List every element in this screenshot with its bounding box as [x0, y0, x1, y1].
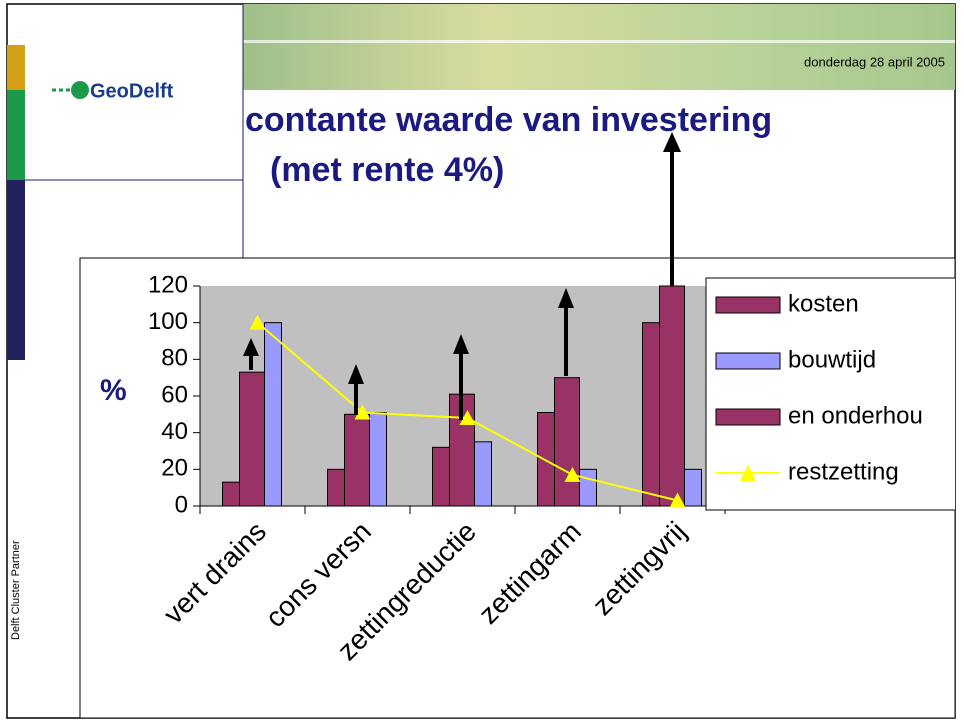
title: contante waarde van investering — [245, 101, 772, 139]
legend-swatch — [715, 408, 781, 426]
y-tick-label: 120 — [148, 271, 188, 298]
bar — [684, 468, 702, 507]
banner-stripe — [243, 40, 955, 43]
legend-swatch — [715, 296, 781, 314]
bar — [369, 412, 387, 507]
banner — [243, 4, 955, 90]
legend-label: restzetting — [788, 458, 899, 485]
date: donderdag 28 april 2005 — [804, 54, 945, 69]
bar — [659, 285, 685, 507]
y-tick-label: 60 — [161, 381, 188, 408]
legend-swatch — [715, 352, 781, 370]
footer: Delft Cluster Partner — [10, 540, 22, 640]
bar — [264, 322, 282, 507]
y-axis-label: % — [100, 374, 127, 407]
legend-label: en onderhou — [788, 402, 923, 429]
strip — [7, 180, 25, 360]
marker — [459, 410, 476, 425]
legend-label: bouwtijd — [788, 346, 876, 373]
bar — [642, 322, 660, 507]
strip — [7, 45, 25, 90]
bar — [537, 412, 555, 507]
bar — [239, 371, 265, 507]
y-tick-label: 0 — [175, 491, 188, 518]
bar — [474, 441, 492, 507]
y-tick-label: 80 — [161, 345, 188, 372]
strip — [7, 90, 25, 180]
bar — [344, 413, 370, 507]
logo: GeoDelft — [90, 80, 174, 102]
y-tick-label: 40 — [161, 418, 188, 445]
arrows — [243, 132, 681, 420]
y-tick-label: 100 — [148, 308, 188, 335]
marker — [249, 314, 266, 330]
bar — [554, 377, 580, 507]
marker — [669, 492, 686, 508]
marker — [564, 466, 581, 482]
y-tick-label: 20 — [161, 455, 188, 482]
bar — [579, 468, 597, 507]
logo-mark — [71, 81, 89, 99]
bar — [222, 481, 240, 507]
legend-swatch — [740, 465, 756, 481]
bar — [327, 468, 345, 507]
marker — [354, 404, 371, 420]
legend-label: kosten — [788, 290, 859, 317]
title: (met rente 4%) — [270, 151, 504, 189]
bar — [432, 446, 450, 507]
